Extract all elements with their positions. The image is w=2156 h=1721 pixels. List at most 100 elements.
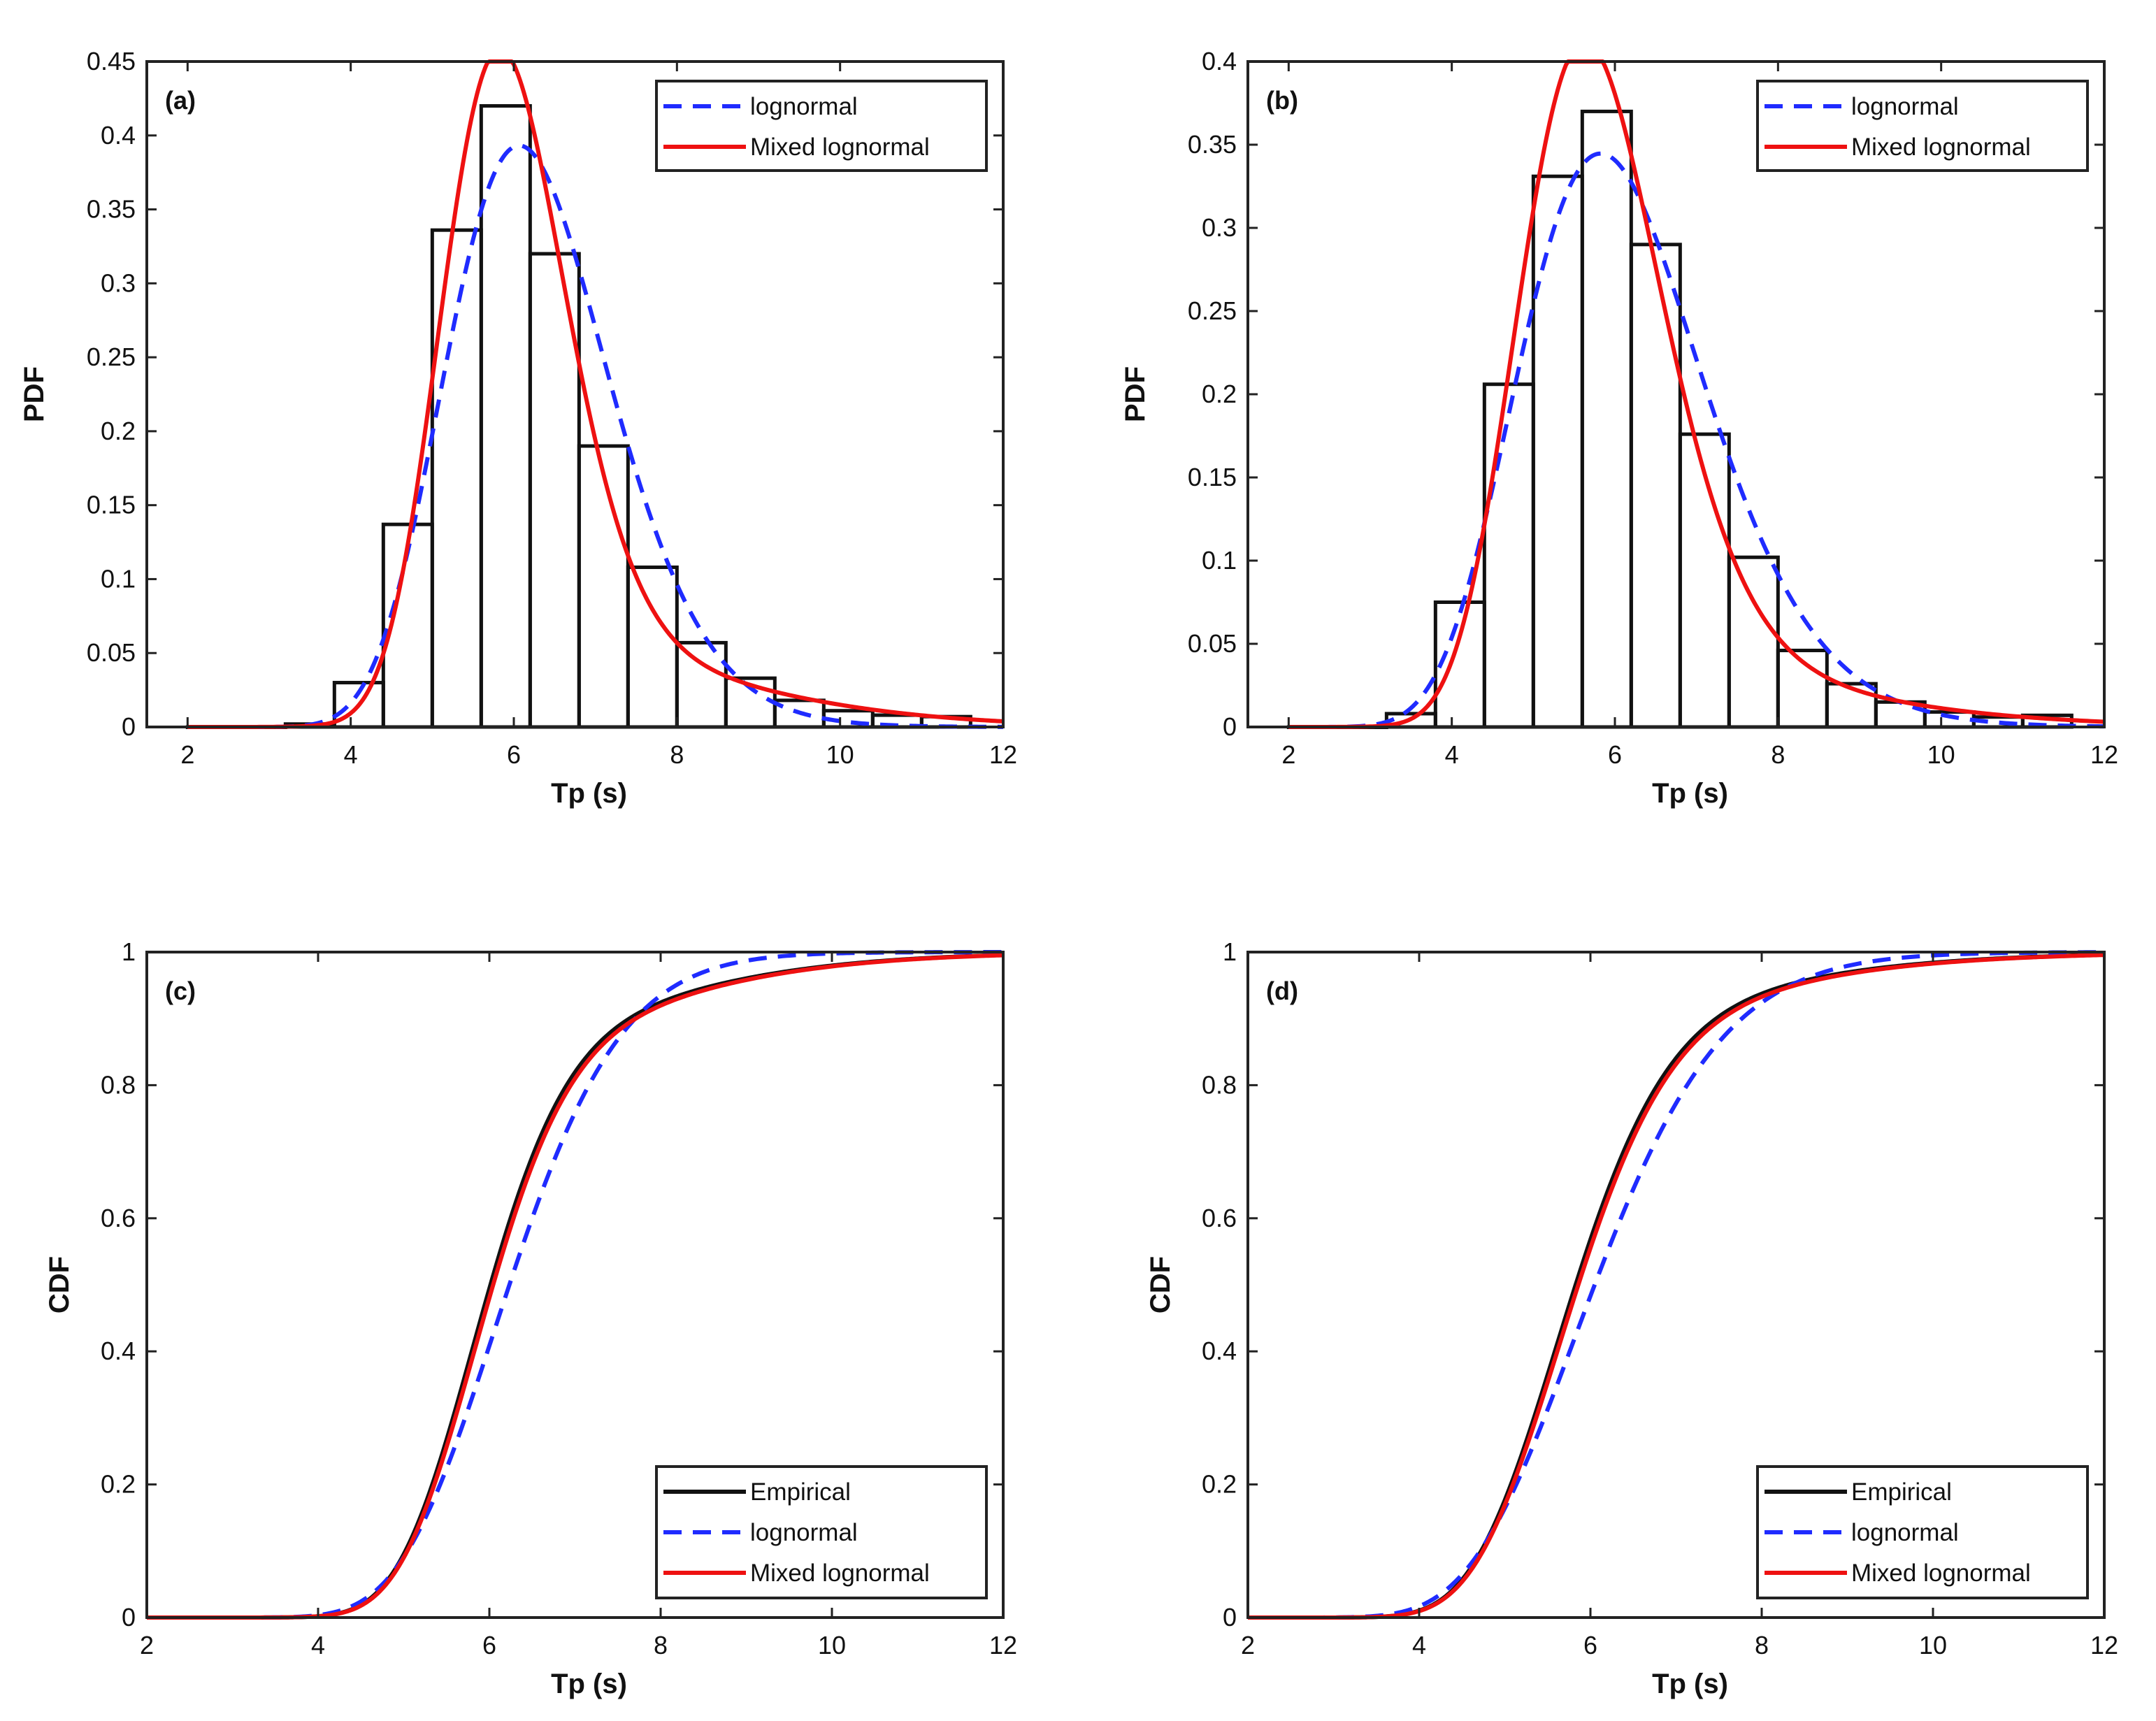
y-tick-label-a-8: 0.4: [101, 121, 136, 150]
x-tick-label-d-2: 2: [1241, 1631, 1255, 1659]
legend-label-b-2: Mixed lognormal: [1851, 134, 2031, 161]
legend-label-d-1: Empirical: [1851, 1478, 1952, 1506]
series-line-a-mixed-lognormal: [187, 59, 1004, 729]
y-tick-label-d-1: 0.2: [1202, 1470, 1237, 1499]
x-axis-label-d: Tp (s): [1652, 1669, 1728, 1699]
panel-label-c: (c): [165, 977, 196, 1005]
x-tick-label-a-4: 4: [344, 740, 358, 769]
axes-box-c: [145, 951, 1005, 1619]
y-tick-label-d-2: 0.4: [1202, 1337, 1237, 1365]
y-tick-label-a-7: 0.35: [87, 195, 136, 224]
x-tick-label-b-4: 4: [1445, 740, 1459, 769]
legend-label-b-1: lognormal: [1851, 93, 1959, 120]
x-tick-label-c-4: 4: [311, 1631, 325, 1659]
x-tick-label-d-10: 10: [1919, 1631, 1947, 1659]
y-tick-label-c-4: 0.8: [101, 1070, 136, 1099]
legend-b: lognormal Mixed lognormal: [1756, 80, 2089, 172]
legend-box-c: [655, 1465, 988, 1599]
x-tick-label-b-12: 12: [2090, 740, 2118, 769]
legend-d: Empirical lognormal Mixed lognormal: [1756, 1465, 2089, 1599]
x-tick-label-c-12: 12: [989, 1631, 1017, 1659]
legend-box-d: [1756, 1465, 2089, 1599]
legend-a: lognormal Mixed lognormal: [655, 80, 988, 172]
series-line-b-lognormal: [1288, 151, 2105, 729]
y-axis-label-b: PDF: [1120, 366, 1151, 422]
x-tick-label-c-10: 10: [818, 1631, 846, 1659]
y-axis-label-d: CDF: [1145, 1256, 1176, 1313]
legend-label-c-2: lognormal: [750, 1519, 858, 1546]
axes-box-a: [145, 60, 1005, 728]
y-tick-label-c-1: 0.2: [101, 1470, 136, 1499]
y-tick-label-a-1: 0.05: [87, 638, 136, 667]
panel-label-a: (a): [165, 86, 196, 115]
x-tick-label-a-10: 10: [826, 740, 854, 769]
x-tick-label-b-8: 8: [1771, 740, 1785, 769]
y-tick-label-c-2: 0.4: [101, 1337, 136, 1365]
legend-label-c-3: Mixed lognormal: [750, 1560, 930, 1587]
y-tick-label-b-5: 0.25: [1188, 296, 1237, 325]
panel-label-b: (b): [1266, 86, 1298, 115]
legend-label-c-1: Empirical: [750, 1478, 851, 1506]
y-tick-label-d-3: 0.6: [1202, 1204, 1237, 1232]
x-tick-label-d-8: 8: [1755, 1631, 1769, 1659]
axes-box-d: [1246, 951, 2106, 1619]
panel-a: 2 4 6 8 10 12 0 0.05 0.1 0.15 0.2 0.25 0.3 0.35 0.4 0.4…: [19, 47, 1017, 809]
y-tick-label-b-6: 0.3: [1202, 213, 1237, 242]
y-axis-label-a: PDF: [19, 366, 50, 422]
x-axis-label-c: Tp (s): [551, 1669, 627, 1699]
panel-c: 2 4 6 8 10 12 0 0.2 0.4 0.6 0.8 1 Tp (s) CDF (c) Empiri…: [44, 937, 1017, 1699]
x-tick-label-a-2: 2: [180, 740, 194, 769]
x-tick-label-a-8: 8: [670, 740, 684, 769]
legend-label-d-2: lognormal: [1851, 1519, 1959, 1546]
y-tick-label-b-0: 0: [1223, 712, 1237, 741]
series-line-a-lognormal: [187, 143, 1004, 729]
y-tick-label-c-0: 0: [122, 1603, 136, 1632]
x-tick-label-b-10: 10: [1927, 740, 1955, 769]
x-tick-label-d-6: 6: [1583, 1631, 1597, 1659]
y-tick-label-d-5: 1: [1223, 937, 1237, 966]
x-tick-label-b-6: 6: [1608, 740, 1622, 769]
legend-label-a-2: Mixed lognormal: [750, 134, 930, 161]
y-tick-label-a-2: 0.1: [101, 564, 136, 593]
y-tick-label-b-8: 0.4: [1202, 47, 1237, 75]
y-tick-label-a-9: 0.45: [87, 47, 136, 75]
x-tick-label-b-2: 2: [1281, 740, 1295, 769]
y-tick-label-c-3: 0.6: [101, 1204, 136, 1232]
x-tick-label-d-4: 4: [1412, 1631, 1426, 1659]
y-tick-label-b-4: 0.2: [1202, 380, 1237, 408]
x-tick-label-c-8: 8: [654, 1631, 668, 1659]
series-line-d-mixed-lognormal: [1248, 953, 2105, 1620]
x-axis-label-a: Tp (s): [551, 778, 627, 809]
x-tick-label-a-6: 6: [507, 740, 521, 769]
y-tick-label-a-0: 0: [122, 712, 136, 741]
y-tick-label-a-5: 0.25: [87, 343, 136, 371]
x-tick-label-d-12: 12: [2090, 1631, 2118, 1659]
y-tick-label-d-4: 0.8: [1202, 1070, 1237, 1099]
x-axis-label-b: Tp (s): [1652, 778, 1728, 809]
y-tick-label-b-2: 0.1: [1202, 546, 1237, 575]
legend-box-b: [1756, 80, 2089, 172]
series-line-d-lognormal: [1248, 950, 2105, 1620]
legend-box-a: [655, 80, 988, 172]
y-tick-label-b-1: 0.05: [1188, 629, 1237, 658]
x-tick-label-c-6: 6: [482, 1631, 496, 1659]
legend-label-d-3: Mixed lognormal: [1851, 1560, 2031, 1587]
y-tick-label-b-3: 0.15: [1188, 463, 1237, 491]
plot-area-a: [147, 62, 1003, 727]
x-tick-label-c-2: 2: [140, 1631, 154, 1659]
x-tick-label-a-12: 12: [989, 740, 1017, 769]
y-axis-label-c: CDF: [44, 1256, 75, 1313]
y-tick-label-a-3: 0.15: [87, 491, 136, 519]
y-tick-label-b-7: 0.35: [1188, 130, 1237, 159]
panel-label-d: (d): [1266, 977, 1298, 1005]
y-tick-label-a-6: 0.3: [101, 268, 136, 297]
legend-c: Empirical lognormal Mixed lognormal: [655, 1465, 988, 1599]
y-tick-label-d-0: 0: [1223, 1603, 1237, 1632]
series-line-b-mixed-lognormal: [1288, 59, 2105, 729]
panel-b: 2 4 6 8 10 12 0 0.05 0.1 0.15 0.2 0.25 0.3 0.35 0.4 Tp …: [1120, 47, 2118, 809]
panel-d: 2 4 6 8 10 12 0 0.2 0.4 0.6 0.8 1 Tp (s) CDF (d) Empiri…: [1145, 937, 2118, 1699]
plot-area-b: [1248, 62, 2104, 727]
legend-label-a-1: lognormal: [750, 93, 858, 120]
y-tick-label-c-5: 1: [122, 937, 136, 966]
